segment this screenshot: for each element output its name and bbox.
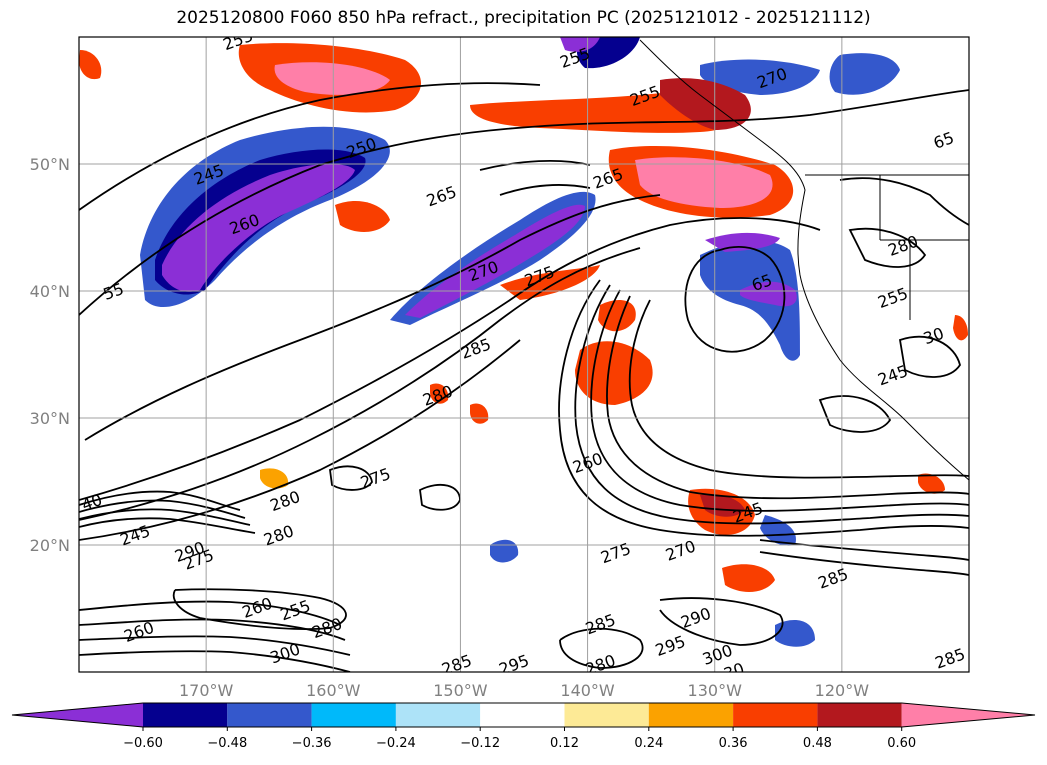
map-title: 2025120800 F060 850 hPa refract., precip…	[176, 8, 871, 28]
colorbar-tick-label: 0.12	[550, 736, 579, 751]
longitude-label: 120°W	[815, 681, 870, 700]
latitude-label: 20°N	[30, 536, 70, 555]
gridlines	[79, 37, 969, 672]
colorbar-tick-labels: −0.60 −0.48 −0.36 −0.24 −0.12 0.12 0.24 0.36 0.4…	[123, 727, 916, 751]
colorbar-tick-label: 0.24	[634, 736, 663, 751]
colorbar-cell	[311, 703, 396, 727]
colorbar-tick-label: 0.60	[887, 736, 916, 751]
colorbar-cell	[733, 703, 818, 727]
colorbar-min-extension	[12, 703, 143, 727]
colorbar-cell	[564, 703, 649, 727]
longitude-label: 130°W	[688, 681, 743, 700]
colorbar-tick-label: −0.48	[207, 736, 247, 751]
colorbar-cell	[648, 703, 734, 727]
colorbar-cell	[817, 703, 902, 727]
coastlines	[639, 39, 969, 481]
colorbar-cell	[480, 703, 565, 727]
colorbar-tick-label: 0.48	[803, 736, 832, 751]
colorbar-cell	[227, 703, 312, 727]
map-frame	[78, 36, 970, 673]
longitude-label: 150°W	[433, 681, 488, 700]
plot-area	[79, 37, 969, 672]
colorbar-tick-label: −0.12	[460, 736, 500, 751]
latitude-label: 30°N	[30, 409, 70, 428]
longitude-label: 170°W	[179, 681, 234, 700]
latitude-label: 50°N	[30, 155, 70, 174]
colorbar-tick-label: −0.60	[123, 736, 163, 751]
latitude-label: 40°N	[30, 282, 70, 301]
longitude-label: 140°W	[560, 681, 615, 700]
longitude-label: 160°W	[306, 681, 361, 700]
colorbar-cell	[395, 703, 481, 727]
colorbar-tick-label: −0.36	[292, 736, 332, 751]
colorbar-tick-label: −0.24	[376, 736, 416, 751]
colorbar-cell	[143, 703, 228, 727]
longitude-labels: 170°W 160°W 150°W 140°W 130°W 120°W	[179, 681, 869, 700]
latitude-labels: 50°N 40°N 30°N 20°N	[30, 155, 70, 555]
colorbar-tick-label: 0.36	[719, 736, 748, 751]
refractivity-contours	[79, 82, 969, 672]
colorbar	[11, 702, 1036, 728]
colorbar-max-extension	[901, 703, 1035, 727]
